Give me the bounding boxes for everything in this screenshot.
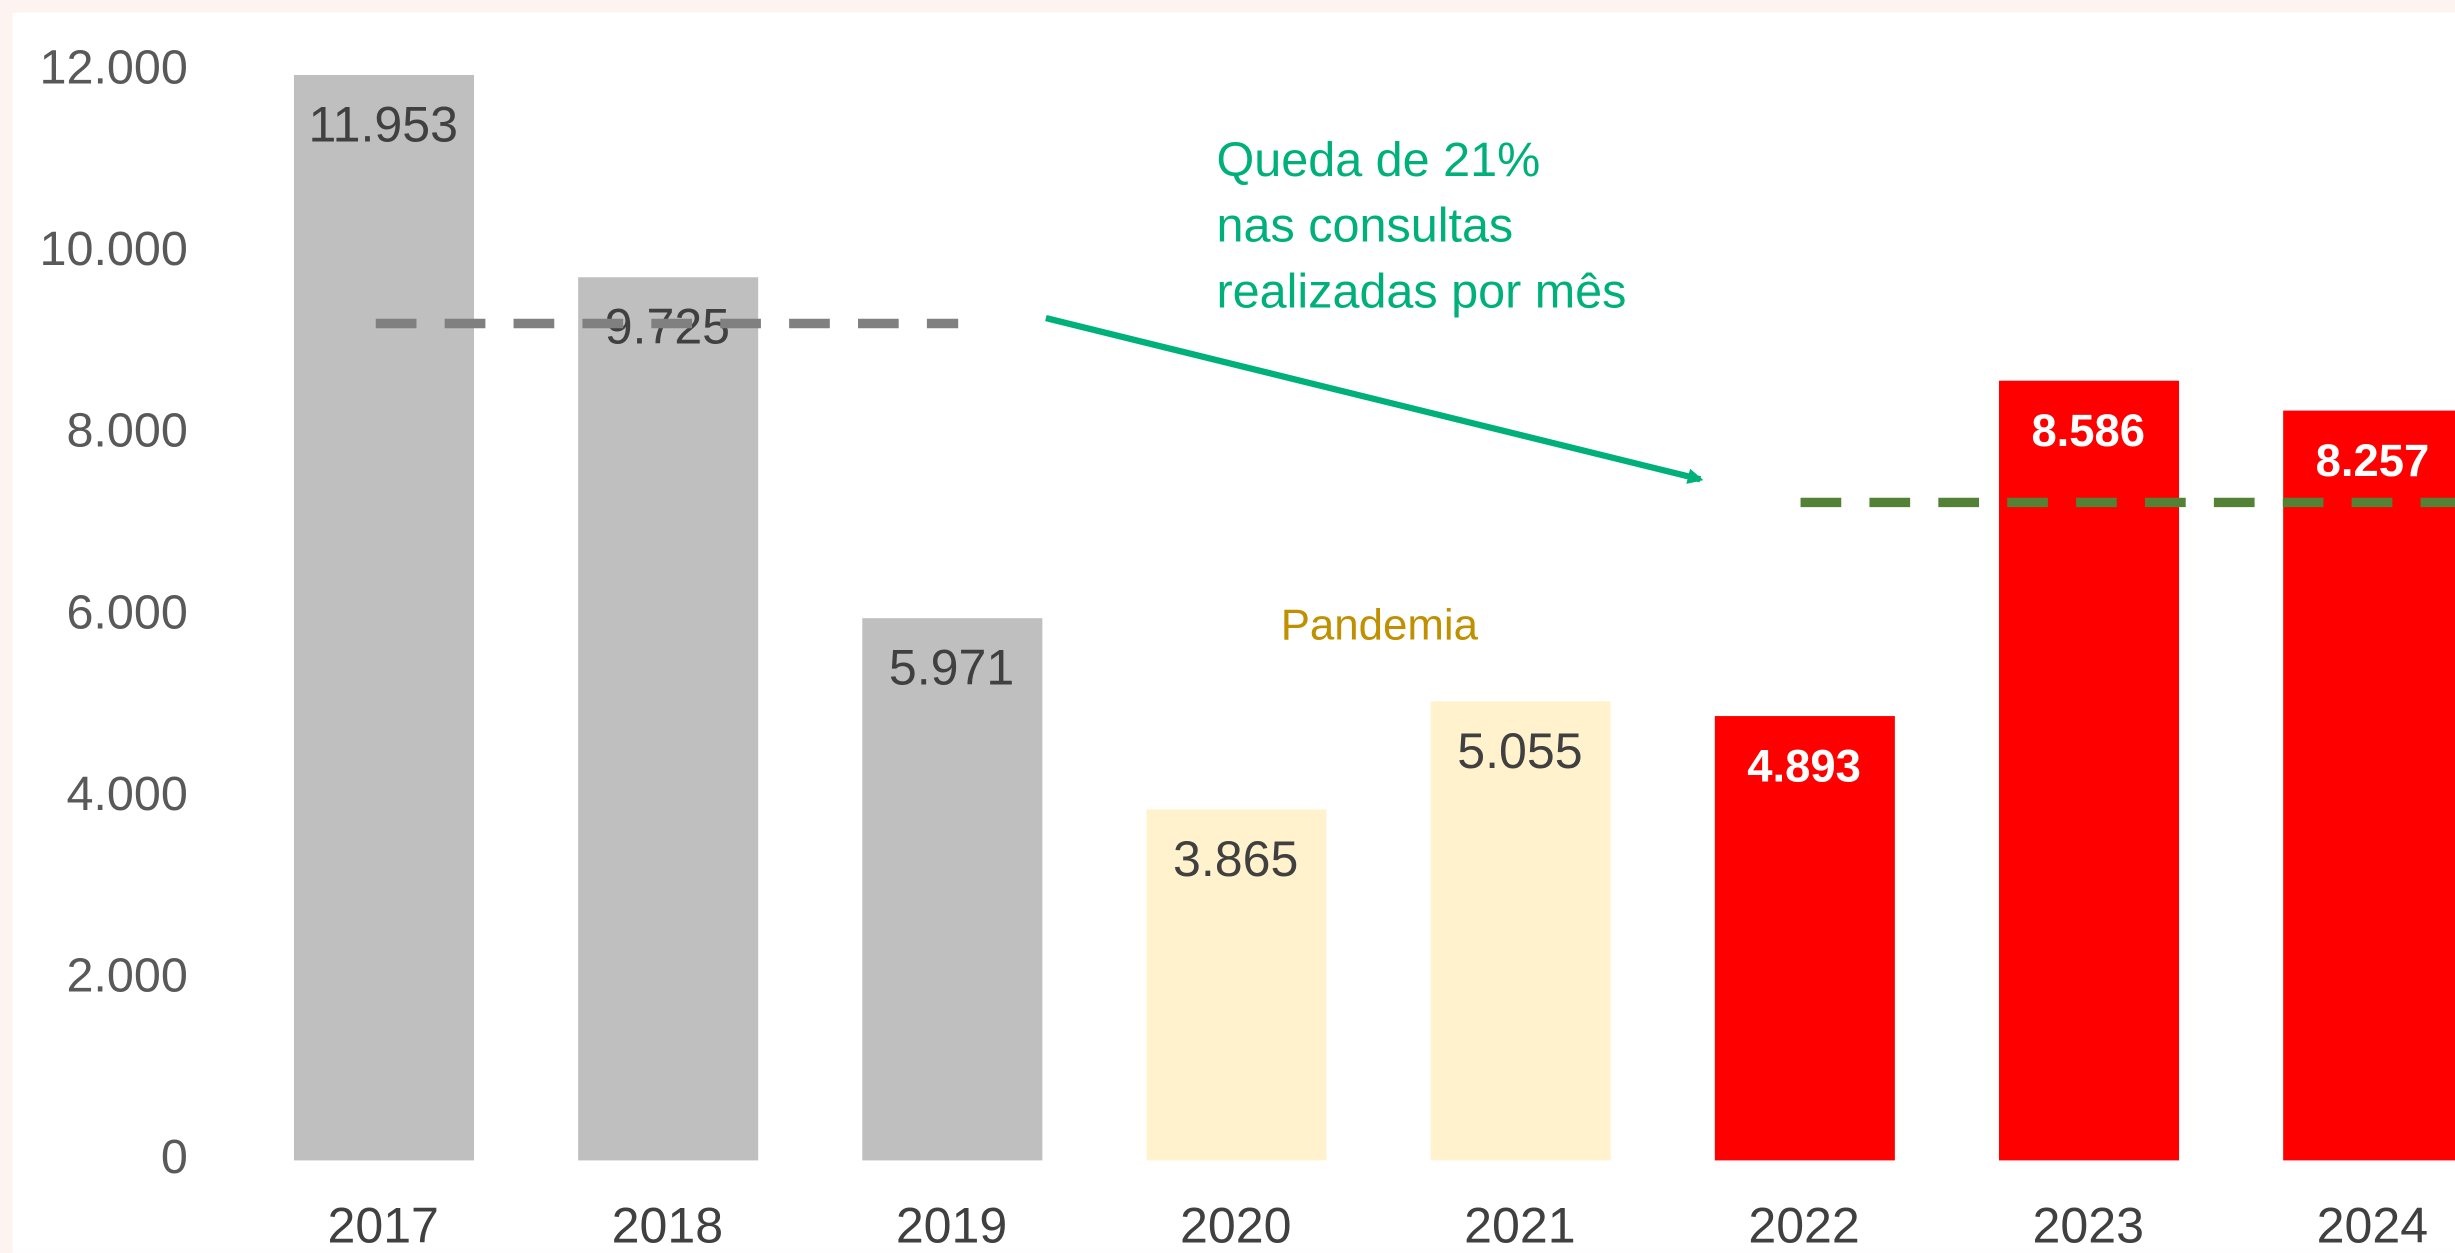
y-tick-label: 0 (161, 1130, 188, 1184)
bar (2283, 410, 2455, 1161)
value-label: 4.893 (1747, 740, 1861, 791)
bar (862, 618, 1043, 1161)
x-tick-label: 2017 (327, 1198, 438, 1253)
bar (293, 74, 475, 1161)
value-label: 8.257 (2316, 435, 2430, 486)
bar (578, 277, 759, 1161)
value-label: 3.865 (1173, 831, 1298, 887)
annotation: realizadas por mês (1217, 264, 1627, 318)
value-label: 5.055 (1457, 723, 1582, 779)
x-tick-label: 2019 (896, 1198, 1007, 1253)
bar (1430, 701, 1611, 1161)
bar (1714, 716, 1895, 1161)
x-tick-label: 2020 (1180, 1198, 1291, 1253)
y-tick-label: 4.000 (66, 767, 187, 821)
value-label: 11.953 (308, 96, 458, 152)
y-tick-label: 10.000 (39, 222, 187, 276)
y-tick-label: 12.000 (39, 40, 187, 94)
value-label: 8.586 (2031, 405, 2145, 456)
x-tick-label: 2024 (2317, 1198, 2428, 1253)
x-tick-label: 2023 (2033, 1198, 2144, 1253)
annotation: nas consultas (1217, 199, 1514, 253)
annotation: Queda de 21% (1217, 133, 1541, 187)
y-tick-label: 2.000 (66, 949, 187, 1003)
x-tick-label: 2022 (1748, 1198, 1859, 1253)
x-tick-label: 2018 (612, 1198, 723, 1253)
y-tick-label: 6.000 (66, 585, 187, 639)
value-label: 5.971 (889, 640, 1014, 696)
y-tick-label: 8.000 (66, 404, 187, 458)
x-tick-label: 2021 (1464, 1198, 1575, 1253)
bar (1998, 380, 2180, 1161)
arrow (1045, 315, 1704, 484)
annotation: Pandemia (1281, 601, 1479, 650)
bar (1146, 809, 1327, 1161)
